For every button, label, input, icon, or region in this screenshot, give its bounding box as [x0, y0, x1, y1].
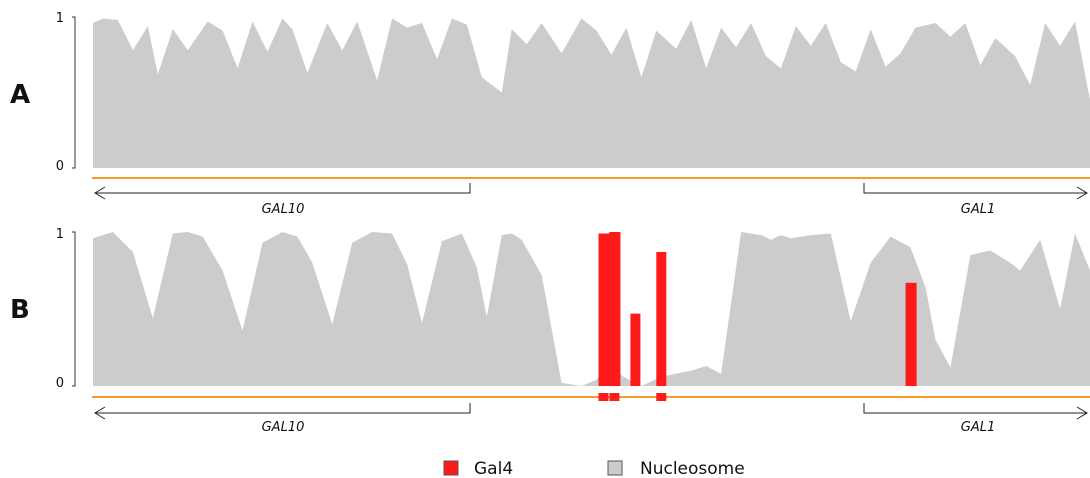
gal4-sites: [598, 393, 667, 401]
panel-b: B 1 0 GAL10 GAL1: [10, 227, 1090, 435]
legend-swatch-gal4: [443, 460, 459, 476]
nucleosome-area-b: [93, 232, 1090, 386]
gal4-bar: [656, 252, 667, 386]
gal4-bar: [905, 282, 917, 386]
gal4-bar: [630, 313, 641, 386]
legend-label-gal4: Gal4: [474, 459, 513, 478]
gal10-arrow-b: [94, 403, 471, 420]
ytick-b-1: 1: [56, 227, 64, 242]
y-axis-b: [72, 231, 76, 387]
panel-label-b: B: [10, 295, 30, 325]
ytick-a-0: 0: [56, 159, 64, 174]
ytick-a-1: 1: [56, 11, 64, 26]
panel-a: A 1 0 GAL10 GAL1: [10, 11, 1090, 217]
legend: Gal4 Nucleosome: [443, 459, 745, 478]
gal4-site-marker: [598, 393, 609, 401]
gal10-arrow-a: [94, 183, 471, 200]
gal4-bars: [598, 232, 917, 386]
y-axis-a: [72, 16, 76, 169]
ytick-b-0: 0: [56, 376, 64, 391]
legend-swatch-nucleosome: [607, 460, 623, 476]
gal4-bar: [598, 233, 610, 386]
gene-label-gal10-b: GAL10: [262, 420, 305, 435]
gal1-arrow-a: [863, 183, 1088, 200]
legend-label-nucleosome: Nucleosome: [640, 459, 745, 478]
panel-label-a: A: [10, 80, 30, 110]
gal4-bar: [609, 232, 621, 386]
gene-label-gal1-b: GAL1: [961, 420, 995, 435]
gal4-site-marker: [609, 393, 620, 401]
gene-label-gal10-a: GAL10: [262, 202, 305, 217]
gal4-site-marker: [656, 393, 667, 401]
gal1-arrow-b: [863, 403, 1088, 420]
gene-label-gal1-a: GAL1: [961, 202, 995, 217]
nucleosome-area-a: [93, 18, 1090, 168]
